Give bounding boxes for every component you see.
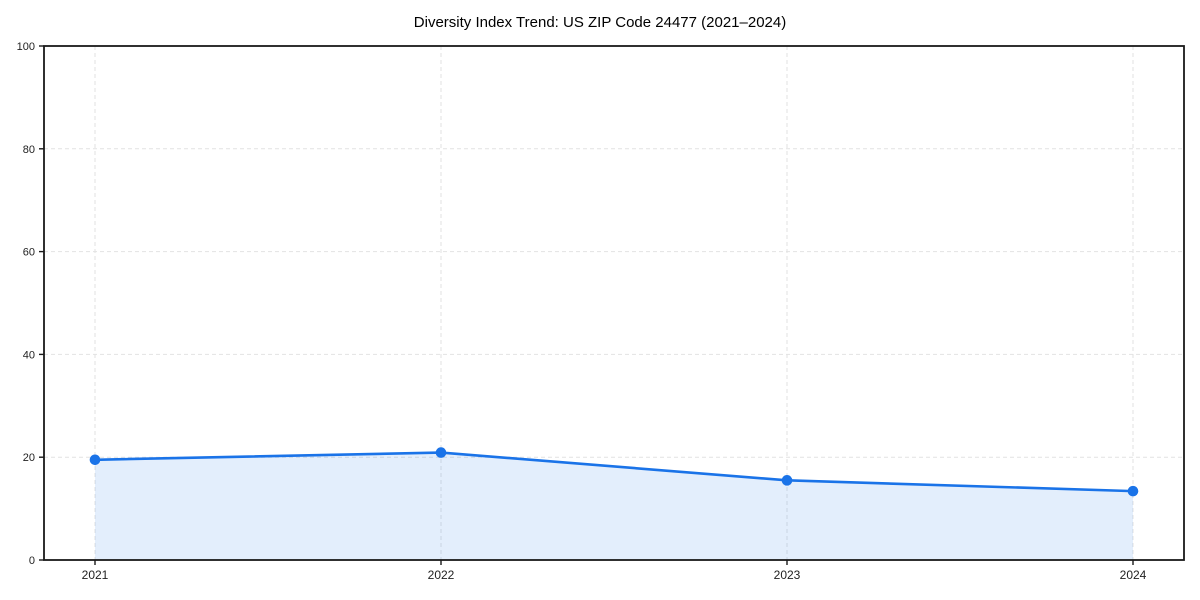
y-tick-label: 40 (23, 349, 35, 361)
y-tick-label: 20 (23, 452, 35, 464)
area-fill (95, 452, 1133, 560)
axis-ticks-group (39, 45, 1134, 565)
x-tick-label: 2024 (1120, 568, 1147, 582)
data-point-2021 (89, 454, 101, 466)
x-tick-label: 2022 (428, 568, 455, 582)
trend-line (93, 451, 1135, 493)
chart-title: Diversity Index Trend: US ZIP Code 24477… (414, 14, 786, 31)
y-tick-label: 60 (23, 247, 35, 259)
x-tick-label: 2021 (82, 568, 109, 582)
x-tick-label: 2023 (774, 568, 801, 582)
data-series-group (89, 447, 1139, 560)
y-tick-label: 80 (23, 144, 35, 156)
y-tick-label: 100 (17, 41, 35, 53)
axes-border (43, 45, 1185, 561)
data-point-2022 (435, 447, 447, 458)
plot-area (44, 46, 1184, 560)
data-point-2024 (1127, 485, 1139, 497)
y-tick-label: 0 (29, 555, 35, 567)
axis-labels-group: 0 20 40 60 80 100 2021 2022 2023 2024 (17, 41, 1147, 582)
data-point-2023 (781, 475, 793, 486)
